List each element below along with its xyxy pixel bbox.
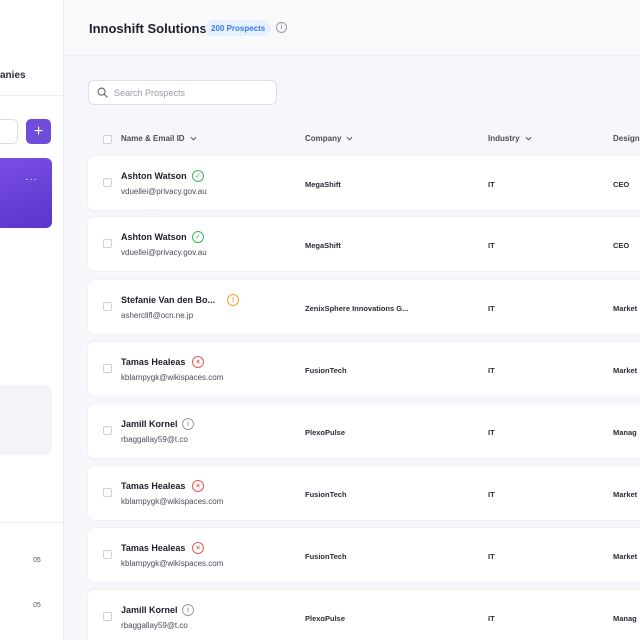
risky-status-icon: ! (227, 294, 239, 306)
row-checkbox[interactable] (103, 612, 112, 621)
table-row[interactable]: Jamill Kornel i rbaggallay59@t.co PlexoPuls… (88, 404, 640, 458)
prospect-name: Tamas Healeas (121, 543, 186, 553)
prospect-name: Ashton Watson (121, 232, 187, 242)
prospect-name: Tamas Healeas (121, 357, 186, 367)
divider (0, 522, 64, 523)
prospect-email: vduellei@privacy.gov.au (121, 187, 207, 196)
designation-cell: Manag (613, 428, 637, 437)
verified-status-icon: ✓ (192, 231, 204, 243)
designation-cell: CEO (613, 241, 630, 250)
company-cell: PlexoPulse (305, 428, 346, 437)
column-header-industry[interactable]: Industry (488, 134, 532, 143)
sidebar-header: anies (0, 70, 26, 81)
industry-cell: IT (488, 180, 495, 189)
sidebar-count: 05 (33, 557, 41, 564)
table-row[interactable]: Ashton Watson ✓ vduellei@privacy.gov.au Meg… (88, 217, 640, 271)
industry-cell: IT (488, 366, 495, 375)
prospect-email: asherclifl@ocn.ne.jp (121, 311, 194, 320)
company-cell: PlexoPulse (305, 614, 346, 623)
invalid-status-icon: × (192, 480, 204, 492)
column-header-label: Company (305, 134, 342, 143)
sidebar-item-active[interactable]: ··· (0, 158, 52, 228)
divider (0, 95, 64, 96)
sidebar: anies + ··· 05 05 (0, 0, 64, 640)
prospect-email: kblampygk@wikispaces.com (121, 373, 224, 382)
more-icon[interactable]: ··· (25, 174, 38, 185)
designation-cell: Market (613, 552, 638, 561)
column-header-label: Design (613, 134, 640, 143)
row-checkbox[interactable] (103, 426, 112, 435)
column-header-label: Industry (488, 134, 520, 143)
search-icon (97, 87, 108, 98)
prospect-email: rbaggallay59@t.co (121, 435, 188, 444)
table-row[interactable]: Jamill Kornel i rbaggallay59@t.co PlexoPuls… (88, 590, 640, 640)
column-header-company[interactable]: Company (305, 134, 353, 143)
company-cell: FusionTech (305, 366, 347, 375)
company-cell: FusionTech (305, 552, 347, 561)
prospect-email: vduellei@privacy.gov.au (121, 248, 207, 257)
sidebar-search-input[interactable] (0, 119, 18, 144)
designation-cell: CEO (613, 180, 630, 189)
page-title: Innoshift Solutions (89, 21, 207, 36)
industry-cell: IT (488, 241, 495, 250)
table-row[interactable]: Tamas Healeas × kblampygk@wikispaces.com Fu… (88, 466, 640, 520)
prospect-email: kblampygk@wikispaces.com (121, 559, 224, 568)
row-checkbox[interactable] (103, 178, 112, 187)
unknown-status-icon: i (182, 418, 194, 430)
industry-cell: IT (488, 614, 495, 623)
table-header: Name & Email ID Company Industry Design (88, 130, 640, 148)
table-row[interactable]: Tamas Healeas × kblampygk@wikispaces.com Fu… (88, 342, 640, 396)
designation-cell: Manag (613, 614, 637, 623)
industry-cell: IT (488, 552, 495, 561)
invalid-status-icon: × (192, 356, 204, 368)
sidebar-count: 05 (33, 602, 41, 609)
sidebar-item[interactable] (0, 385, 52, 455)
company-cell: MegaShift (305, 180, 341, 189)
industry-cell: IT (488, 490, 495, 499)
row-checkbox[interactable] (103, 364, 112, 373)
column-header-label: Name & Email ID (121, 134, 185, 143)
company-cell: ZenixSphere Innovations G... (305, 304, 409, 313)
designation-cell: Market (613, 304, 638, 313)
prospect-name: Ashton Watson (121, 171, 187, 181)
company-cell: FusionTech (305, 490, 347, 499)
info-icon[interactable]: i (276, 22, 287, 33)
search-box[interactable] (88, 80, 277, 105)
industry-cell: IT (488, 304, 495, 313)
unknown-status-icon: i (182, 604, 194, 616)
search-input[interactable] (114, 87, 264, 98)
select-all-checkbox[interactable] (103, 135, 112, 144)
verified-status-icon: ✓ (192, 170, 204, 182)
add-company-button[interactable]: + (26, 119, 51, 144)
column-header-designation[interactable]: Design (613, 134, 640, 143)
table-row[interactable]: Tamas Healeas × kblampygk@wikispaces.com Fu… (88, 528, 640, 582)
row-checkbox[interactable] (103, 488, 112, 497)
top-bar: Innoshift Solutions 200 Prospects i (65, 0, 640, 56)
row-checkbox[interactable] (103, 550, 112, 559)
industry-cell: IT (488, 428, 495, 437)
chevron-down-icon (346, 136, 353, 141)
prospect-name: Stefanie Van den Bo... (121, 295, 216, 305)
chevron-down-icon (190, 136, 197, 141)
prospect-name: Tamas Healeas (121, 481, 186, 491)
chevron-down-icon (525, 136, 532, 141)
company-cell: MegaShift (305, 241, 341, 250)
invalid-status-icon: × (192, 542, 204, 554)
prospect-email: kblampygk@wikispaces.com (121, 497, 224, 506)
designation-cell: Market (613, 366, 638, 375)
prospect-name: Jamill Kornel (121, 605, 178, 615)
prospect-count-badge: 200 Prospects (205, 20, 272, 36)
designation-cell: Market (613, 490, 638, 499)
table-row[interactable]: Ashton Watson ✓ vduellei@privacy.gov.au Meg… (88, 156, 640, 210)
row-checkbox[interactable] (103, 239, 112, 248)
table-row[interactable]: Stefanie Van den Bo...! asherclifl@ocn.ne… (88, 280, 640, 334)
prospect-email: rbaggallay59@t.co (121, 621, 188, 630)
row-checkbox[interactable] (103, 302, 112, 311)
prospect-name: Jamill Kornel (121, 419, 178, 429)
column-header-name[interactable]: Name & Email ID (121, 134, 197, 143)
